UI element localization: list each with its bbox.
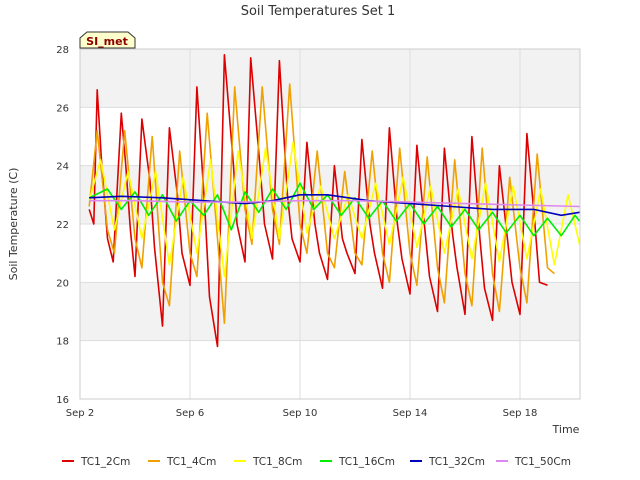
legend-label: TC1_50Cm [514,456,571,468]
legend: TC1_2Cm TC1_4Cm TC1_8Cm TC1_16Cm TC1_32Cm TC1… [62,456,571,468]
legend-label: TC1_2Cm [80,456,130,468]
x-tick-label: Sep 2 [66,408,94,419]
axes: 16 18 20 22 24 26 28 Sep 2 Sep 6 Sep 10 Sep 14 Sep … [56,45,581,419]
plot-band [80,340,580,399]
plot-band [80,49,580,108]
plot-band [80,282,580,341]
y-axis-label: Soil Temperature (C) [7,168,20,281]
y-tick-label: 24 [56,162,69,173]
series-line-tc1-2cm [88,53,548,348]
y-tick-label: 16 [56,395,69,406]
x-tick-label: Sep 6 [176,408,204,419]
y-tick-label: 18 [56,337,69,348]
legend-label: TC1_4Cm [166,456,216,468]
plot-border [79,48,581,400]
site-badge: SI_met [79,31,136,49]
legend-label: TC1_16Cm [338,456,395,468]
badge-label: SI_met [86,35,128,48]
y-tick-label: 28 [56,45,69,56]
plot-band [80,107,580,166]
series-line-tc1-8cm [88,141,581,278]
series-layer [88,53,581,348]
chart-title: Soil Temperatures Set 1 [241,4,396,19]
y-tick-label: 26 [56,103,69,114]
legend-label: TC1_8Cm [252,456,302,468]
x-tick-label: Sep 10 [283,408,318,419]
y-tick-label: 20 [56,278,69,289]
x-tick-label: Sep 18 [503,408,538,419]
y-tick-label: 22 [56,220,69,231]
series-line-tc1-16cm [88,182,581,237]
legend-label: TC1_32Cm [428,456,485,468]
series-line-tc1-50cm [89,199,580,208]
x-axis-label: Time [552,423,580,436]
series-line-tc1-32cm [89,194,580,217]
x-tick-label: Sep 14 [393,408,428,419]
